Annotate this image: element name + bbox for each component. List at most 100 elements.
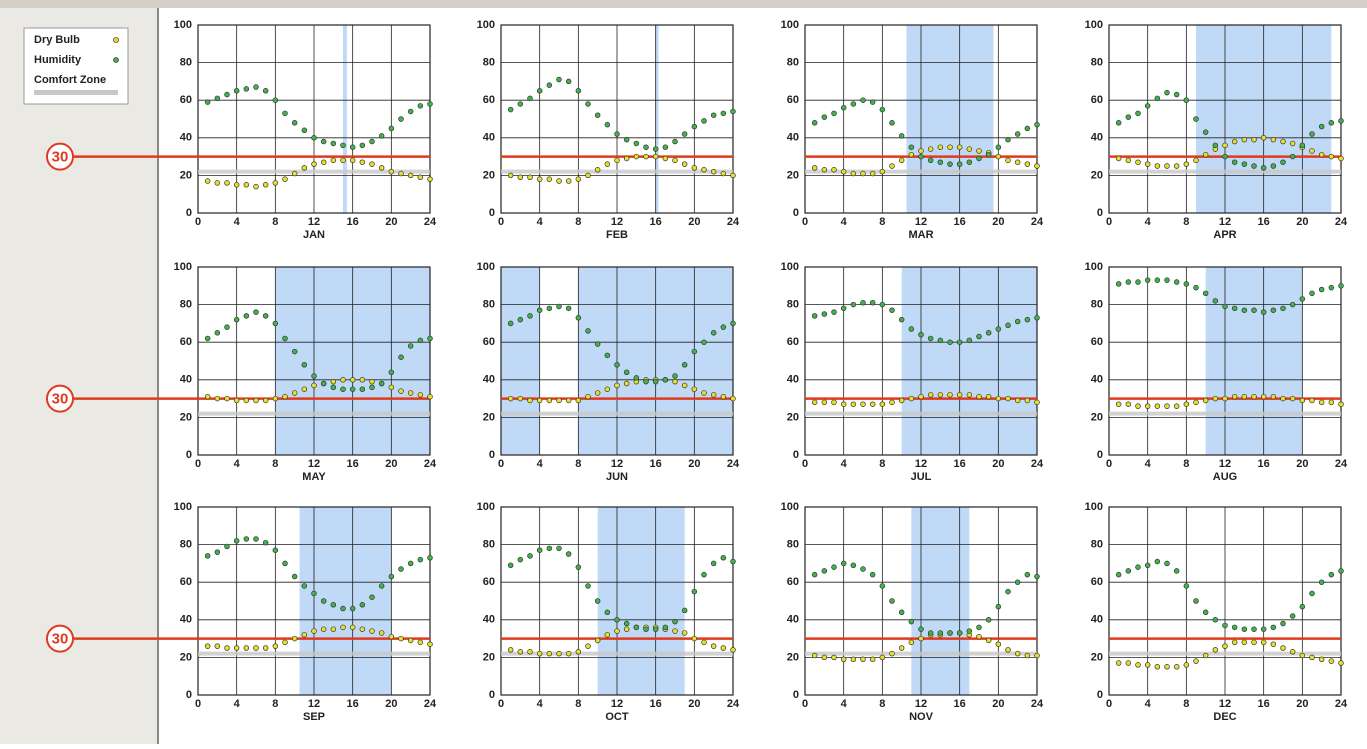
y-tick-label: 40 (787, 132, 799, 144)
data-point (976, 148, 982, 154)
data-point (378, 380, 385, 387)
data-point (224, 645, 230, 651)
x-tick-label: 16 (347, 216, 359, 228)
data-point (320, 138, 327, 145)
y-tick-label: 60 (483, 94, 495, 106)
data-point (976, 624, 982, 631)
month-label: NOV (909, 711, 934, 723)
data-point (623, 369, 630, 376)
y-tick-label: 60 (483, 576, 495, 588)
data-point (253, 84, 259, 90)
data-point (340, 157, 346, 164)
data-point (730, 647, 736, 653)
data-point (1280, 138, 1286, 145)
data-point (1309, 397, 1315, 404)
y-tick-label: 60 (787, 576, 799, 588)
data-point (879, 583, 886, 589)
data-point (1183, 281, 1190, 287)
x-tick-label: 16 (650, 698, 662, 710)
x-tick-label: 12 (308, 458, 320, 470)
data-point (1154, 403, 1161, 409)
data-point (546, 82, 553, 88)
data-point (1212, 647, 1219, 653)
data-point (821, 399, 828, 406)
data-point (311, 373, 317, 379)
data-point (879, 401, 886, 407)
data-point (1115, 281, 1122, 287)
y-tick-label: 60 (1091, 336, 1103, 348)
data-point (1005, 322, 1011, 329)
data-point (662, 144, 669, 150)
y-tick-label: 60 (787, 336, 799, 348)
data-point (1222, 395, 1228, 402)
data-point (388, 633, 395, 640)
data-point (262, 539, 269, 546)
data-point (1289, 301, 1296, 308)
data-point (1193, 598, 1199, 604)
data-point (311, 382, 317, 389)
y-tick-label: 80 (180, 57, 192, 69)
data-point (937, 630, 944, 636)
data-point (691, 386, 698, 392)
data-point (1144, 277, 1151, 283)
data-point (1173, 279, 1180, 285)
data-point (985, 617, 992, 623)
y-tick-label: 80 (1091, 299, 1103, 311)
x-tick-label: 20 (385, 458, 397, 470)
data-point (614, 382, 620, 389)
x-tick-label: 4 (234, 698, 241, 710)
data-point (565, 551, 572, 557)
data-point (966, 628, 973, 634)
data-point (1260, 639, 1267, 646)
data-point (879, 168, 886, 175)
y-tick-label: 100 (477, 19, 495, 31)
data-point (1260, 626, 1267, 632)
data-point (272, 547, 279, 553)
data-point (681, 362, 688, 368)
x-tick-label: 8 (575, 698, 581, 710)
data-point (1260, 309, 1267, 315)
data-point (898, 133, 905, 139)
data-point (1024, 161, 1031, 167)
data-point (937, 392, 944, 398)
data-point (681, 630, 688, 636)
data-point (427, 555, 433, 561)
shading (501, 267, 540, 455)
x-tick-label: 8 (272, 698, 278, 710)
data-point (253, 309, 259, 315)
x-tick-label: 20 (1296, 216, 1308, 228)
data-point (1183, 97, 1190, 103)
data-point (536, 307, 543, 313)
data-point (1222, 142, 1228, 149)
data-point (1024, 397, 1031, 404)
data-point (604, 161, 611, 167)
data-point (546, 545, 553, 552)
y-tick-label: 20 (483, 169, 495, 181)
y-tick-label: 100 (477, 501, 495, 513)
data-point (1222, 622, 1228, 629)
data-point (908, 151, 915, 158)
data-point (262, 182, 269, 188)
x-tick-label: 16 (650, 216, 662, 228)
data-point (937, 159, 944, 165)
data-point (927, 392, 934, 398)
data-point (330, 602, 337, 608)
data-point (527, 553, 533, 559)
data-point (1338, 568, 1344, 574)
data-point (908, 326, 915, 332)
data-point (1154, 558, 1161, 565)
data-point (672, 373, 678, 379)
legend-label: Comfort Zone (34, 74, 106, 86)
data-point (643, 626, 649, 632)
y-tick-label: 0 (489, 207, 495, 219)
data-point (575, 649, 582, 655)
callout-label: 30 (52, 631, 69, 648)
data-point (349, 377, 356, 383)
data-point (1318, 579, 1325, 585)
data-point (604, 386, 611, 392)
data-point (947, 630, 953, 636)
data-point (565, 178, 572, 184)
data-point (330, 157, 337, 164)
data-point (282, 176, 288, 182)
data-point (388, 573, 395, 580)
